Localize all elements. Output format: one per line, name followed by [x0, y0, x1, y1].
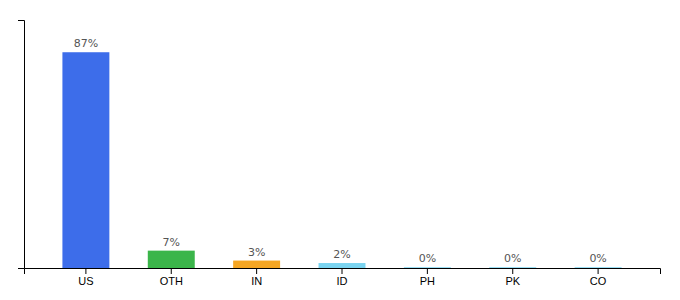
- x-tick-label: ID: [337, 275, 348, 287]
- x-axis: US OTH IN ID PH PK CO: [25, 268, 661, 287]
- bar: [319, 263, 366, 268]
- bars: [62, 52, 621, 268]
- data-label: 87%: [74, 37, 98, 50]
- x-tick-label: US: [78, 275, 93, 287]
- x-axis-line: [25, 269, 661, 275]
- x-tick-label: PH: [420, 275, 435, 287]
- chart: US OTH IN ID PH PK CO 87% 7% 3% 2% 0% 0% 0%: [0, 0, 680, 300]
- x-tick-mark: [85, 268, 86, 274]
- bar: [148, 251, 195, 268]
- x-tick: IN: [251, 268, 262, 287]
- x-tick: PK: [505, 268, 520, 287]
- x-tick: PH: [420, 268, 435, 287]
- x-tick-mark: [342, 268, 343, 274]
- x-tick-mark: [512, 268, 513, 274]
- data-label: 0%: [589, 252, 606, 265]
- data-label: 3%: [248, 246, 265, 259]
- bar: [489, 267, 536, 268]
- plot: US OTH IN ID PH PK CO 87% 7% 3% 2% 0% 0% 0%: [18, 21, 661, 287]
- x-tick-label: IN: [251, 275, 262, 287]
- x-tick-label: OTH: [160, 275, 183, 287]
- data-label: 0%: [419, 252, 436, 265]
- data-label: 0%: [504, 252, 521, 265]
- x-tick: US: [78, 268, 93, 287]
- x-tick-mark: [256, 268, 257, 274]
- data-label: 2%: [333, 248, 350, 261]
- x-tick-label: PK: [505, 275, 520, 287]
- bar: [62, 52, 109, 268]
- y-axis-line: [18, 21, 25, 269]
- y-axis: [18, 21, 25, 269]
- x-tick-mark: [427, 268, 428, 274]
- x-tick: CO: [590, 268, 607, 287]
- bar: [575, 267, 622, 268]
- bar: [404, 267, 451, 268]
- data-label: 7%: [163, 236, 180, 249]
- x-tick-mark: [598, 268, 599, 274]
- data-labels: 87% 7% 3% 2% 0% 0% 0%: [74, 37, 607, 265]
- x-tick-mark: [171, 268, 172, 274]
- x-tick: ID: [337, 268, 348, 287]
- bar: [233, 261, 280, 268]
- x-tick: OTH: [160, 268, 183, 287]
- x-tick-label: CO: [590, 275, 607, 287]
